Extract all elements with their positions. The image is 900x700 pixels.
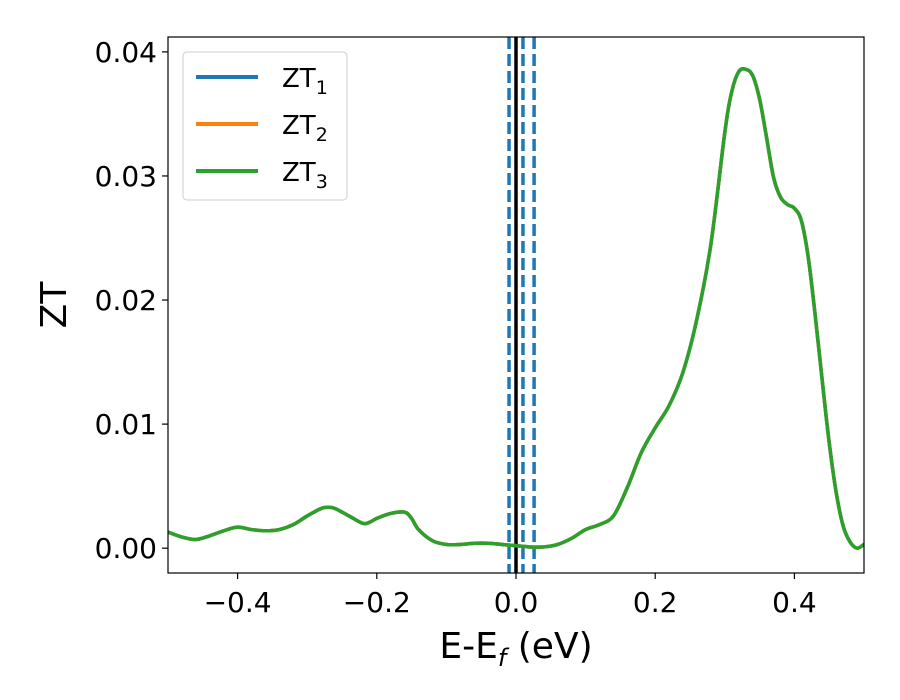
x-axis-ticks: −0.4 −0.2 0.0 0.2 0.4 bbox=[204, 573, 817, 619]
x-tick-label: 0.2 bbox=[633, 586, 678, 619]
x-axis-title: E-Ef (eV) bbox=[439, 626, 592, 672]
legend-label-zt-1: ZT1 bbox=[282, 64, 328, 99]
x-tick-label: −0.4 bbox=[204, 586, 272, 619]
x-tick-label: −0.2 bbox=[343, 586, 411, 619]
y-axis-title: ZT bbox=[34, 281, 75, 329]
x-tick-label: 0.4 bbox=[772, 586, 817, 619]
series-line-zt-3 bbox=[168, 67, 864, 550]
y-tick-label: 0.00 bbox=[95, 532, 157, 565]
y-tick-label: 0.01 bbox=[95, 408, 157, 441]
y-tick-label: 0.02 bbox=[95, 284, 157, 317]
y-tick-label: 0.03 bbox=[95, 160, 157, 193]
x-tick-label: 0.0 bbox=[494, 586, 539, 619]
series-lines bbox=[168, 67, 864, 550]
y-axis-ticks: 0.00 0.01 0.02 0.03 0.04 bbox=[95, 36, 168, 565]
y-tick-label: 0.04 bbox=[95, 36, 157, 69]
vertical-reference-lines bbox=[507, 37, 536, 573]
legend-box bbox=[182, 51, 348, 201]
